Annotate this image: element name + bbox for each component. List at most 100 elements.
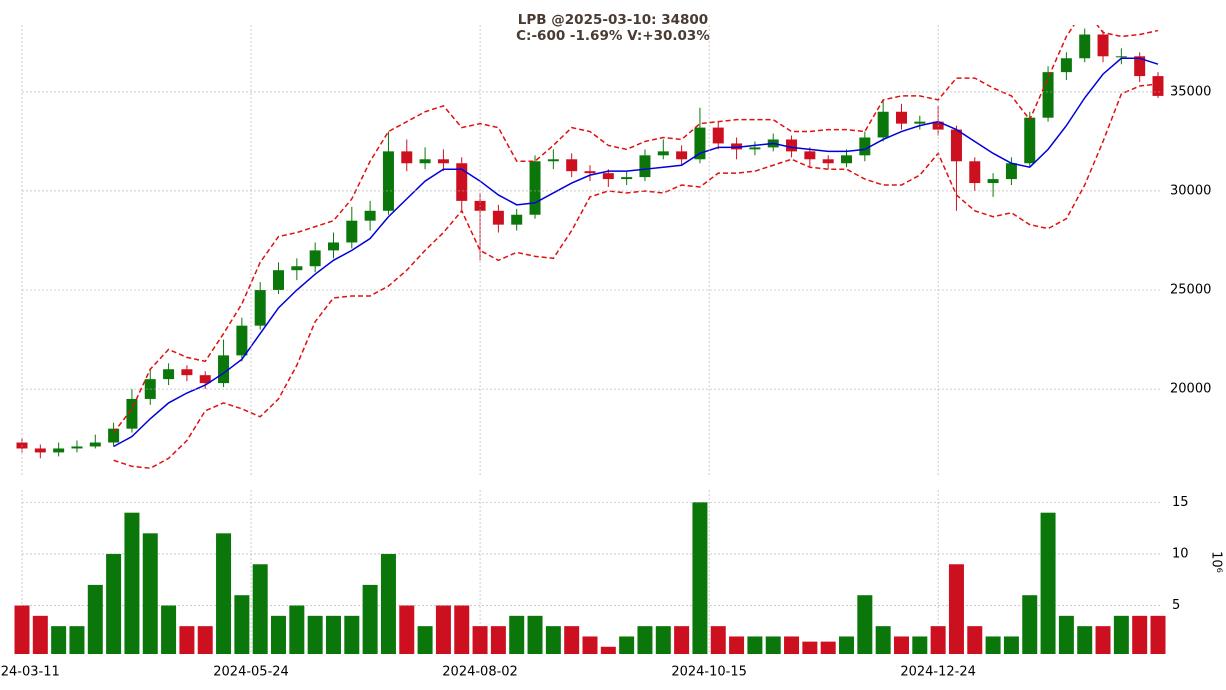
candle-body [419,159,431,164]
candle-body [346,220,358,243]
volume-bar [1150,615,1166,654]
volume-bar [362,584,378,654]
candle-body [895,111,907,124]
candle-body [584,171,596,174]
volume-bar [820,641,836,654]
volume-bar [802,641,818,654]
x-tick-label: 2024-03-11 [0,665,60,680]
volume-bar [399,605,415,654]
volume-bar [674,626,690,654]
volume-bar [1040,512,1056,654]
volume-bar [875,626,891,654]
candle-body [437,159,449,164]
volume-bar [1003,636,1019,654]
volume-bar [1058,615,1074,654]
y-tick-label: 10 [1172,546,1189,561]
volume-bar [106,553,122,654]
chart-title: LPB @2025-03-10: 34800 [518,12,708,28]
x-tick-label: 2024-12-24 [900,665,976,680]
moving-average [113,57,1159,448]
volume-bar [948,564,964,654]
volume-bar [32,615,48,654]
candle-body [731,143,743,150]
candle-body [89,442,101,447]
volume-bar [839,636,855,654]
candle-body [914,121,926,124]
bollinger-band [113,83,1159,470]
candle-body [511,214,523,225]
candle-body [1042,72,1054,118]
bollinger-band [113,25,1159,434]
candle-body [859,137,871,156]
volume-bar [1077,626,1093,654]
candle-body [126,398,138,429]
candle-body [254,290,266,326]
candle-body [602,173,614,180]
candle-body [529,161,541,215]
candle-body [566,159,578,172]
volume-bar [619,636,635,654]
candle-body [950,129,962,162]
volume-bar [179,626,195,654]
volume-bar [252,564,268,654]
volume-bar [490,626,506,654]
candle-body [969,161,981,184]
volume-bar [637,626,653,654]
y-tick-label: 25000 [1170,283,1211,298]
volume-bar [857,595,873,654]
volume-bar [234,595,250,654]
y-axis-label: 10⁶ [1209,551,1224,573]
x-tick-label: 2024-05-24 [213,665,289,680]
candle-body [1115,56,1127,58]
candle-body [382,151,394,211]
volume-bar [472,626,488,654]
candle-body [1152,76,1164,96]
candle-body [273,270,285,291]
y-tick-label: 20000 [1170,382,1211,397]
candle-body [822,159,834,164]
volume-bar [325,615,341,654]
volume-bar [14,605,30,654]
chart-subtitle: C:-600 -1.69% V:+30.03% [516,28,710,44]
candle-body [841,155,853,164]
volume-bar [417,626,433,654]
volume-bar [710,626,726,654]
volume-bar [564,626,580,654]
volume-bar [1132,615,1148,654]
y-tick-label: 5 [1172,598,1180,613]
candle-body [218,355,230,384]
volume-bar [1113,615,1129,654]
candle-body [163,369,175,380]
candle-body [786,139,798,152]
candle-body [236,325,248,356]
candle-body [108,428,120,443]
candle-body [804,151,816,160]
volume-bar [142,533,158,654]
volume-bar [729,636,745,654]
volume-bar [912,636,928,654]
candle-body [1079,34,1091,59]
candle-body [1134,56,1146,77]
x-tick-label: 2024-10-15 [671,665,747,680]
volume-bar [197,626,213,654]
candle-body [547,159,559,162]
volume-bar [216,533,232,654]
volume-bar [527,615,543,654]
candle-body [181,369,193,376]
candle-body [364,210,376,221]
volume-bar [1022,595,1038,654]
x-tick-label: 2024-08-02 [442,665,518,680]
candle-body [676,151,688,160]
volume-bar [380,553,396,654]
volume-bar [784,636,800,654]
volume-bar [161,605,177,654]
volume-bar [124,512,140,654]
candle-body [621,177,633,180]
volume-bar [87,584,103,654]
volume-bar [545,626,561,654]
candle-body [456,163,468,201]
volume-bar [69,626,85,654]
candle-body [309,250,321,267]
volume-bar [655,626,671,654]
